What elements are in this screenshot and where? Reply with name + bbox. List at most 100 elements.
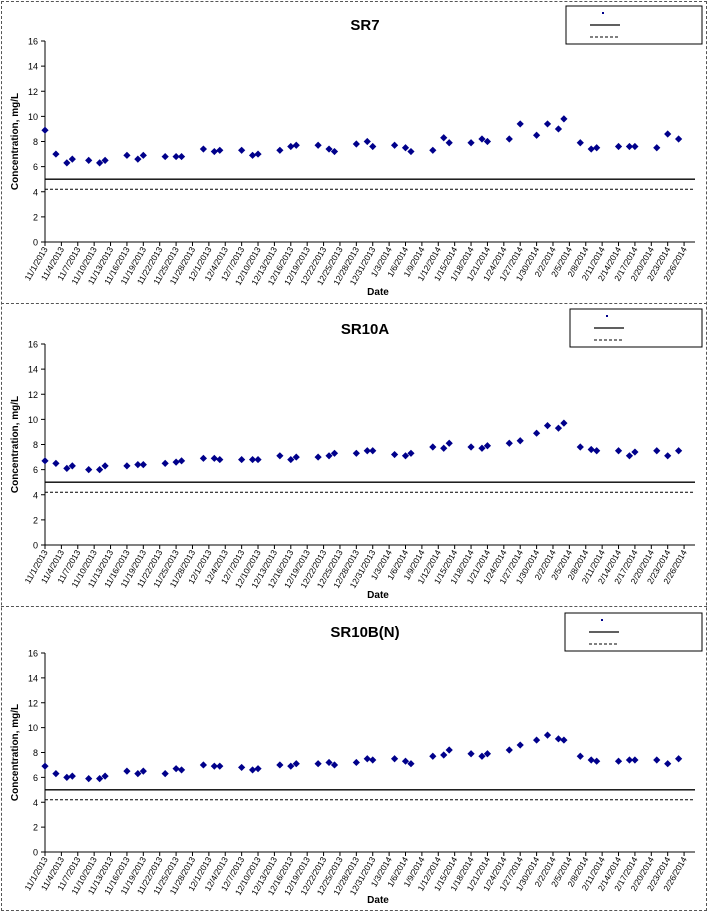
y-tick-label: 2 — [33, 823, 38, 833]
data-point — [330, 449, 339, 457]
data-point — [576, 443, 584, 451]
data-point — [134, 155, 142, 163]
y-tick-label: 0 — [33, 238, 38, 248]
data-point — [554, 424, 563, 432]
y-tick-label: 4 — [33, 187, 38, 197]
data-point — [68, 462, 76, 470]
data-point — [532, 131, 541, 139]
data-point — [429, 752, 437, 760]
data-point — [238, 455, 246, 464]
x-axis-label: Date — [367, 287, 389, 298]
data-point — [134, 770, 142, 778]
y-tick-label: 8 — [33, 137, 38, 147]
data-point — [216, 762, 224, 770]
data-point — [483, 442, 492, 450]
chart-title: SR7 — [350, 17, 379, 34]
data-point — [52, 459, 60, 467]
data-point — [429, 443, 437, 451]
data-point — [276, 761, 284, 769]
data-point — [543, 422, 552, 430]
data-point — [352, 758, 360, 767]
data-point — [467, 139, 475, 147]
data-point — [483, 750, 492, 758]
data-point — [390, 450, 399, 459]
data-point — [576, 139, 584, 147]
y-axis-label: Concentration, mg/L — [10, 396, 21, 493]
data-point — [614, 447, 623, 455]
data-point — [276, 452, 284, 460]
legend-marker — [606, 315, 608, 317]
data-point — [390, 755, 399, 763]
data-point — [254, 455, 262, 464]
data-point — [587, 445, 595, 454]
data-point — [216, 146, 224, 154]
data-point — [139, 461, 147, 469]
data-point — [445, 746, 453, 754]
data-point — [41, 762, 49, 770]
data-point — [248, 766, 257, 774]
data-point — [210, 454, 218, 462]
data-point — [445, 139, 453, 147]
data-point — [554, 735, 563, 743]
data-point — [675, 135, 683, 143]
data-point — [363, 447, 371, 455]
chart-title: SR10A — [341, 321, 390, 338]
chart-panel-sr10a: SR10A 0 2 4 6 8 10 12 14 16 Concentration, mg/L 11/… — [0, 304, 708, 607]
y-tick-label: 16 — [28, 37, 38, 47]
data-point — [664, 130, 672, 138]
data-point — [440, 134, 448, 142]
data-point — [238, 146, 246, 154]
data-point — [330, 761, 339, 769]
data-point — [653, 447, 661, 455]
chart-legend — [564, 612, 703, 652]
data-point — [161, 459, 169, 467]
data-point — [63, 159, 71, 167]
data-point — [653, 756, 661, 764]
data-point — [172, 765, 180, 773]
y-tick-label: 4 — [33, 490, 38, 500]
data-point — [314, 453, 322, 461]
data-point — [532, 736, 541, 744]
data-point — [369, 756, 377, 764]
data-point — [63, 773, 71, 781]
data-point — [85, 775, 93, 783]
chart-title: SR10B(N) — [330, 624, 399, 641]
x-axis-label: Date — [367, 895, 389, 906]
data-point — [369, 142, 377, 151]
data-point — [101, 462, 109, 470]
data-point — [254, 765, 262, 773]
y-axis-label: Concentration, mg/L — [10, 93, 21, 190]
data-point — [401, 144, 410, 152]
data-point — [664, 452, 672, 460]
data-point — [41, 126, 49, 134]
y-tick-label: 6 — [33, 773, 38, 783]
data-point — [505, 439, 513, 447]
x-axis-label: Date — [367, 590, 389, 601]
data-point — [85, 156, 93, 164]
y-tick-label: 6 — [33, 465, 38, 475]
data-point — [292, 453, 300, 461]
data-point — [429, 146, 437, 154]
data-point — [161, 152, 169, 161]
data-point — [614, 757, 623, 765]
data-point — [52, 150, 60, 158]
data-point — [478, 135, 486, 143]
y-tick-label: 12 — [28, 390, 38, 400]
data-point — [560, 419, 568, 427]
y-tick-label: 14 — [28, 62, 38, 72]
data-point — [445, 439, 453, 447]
data-point — [467, 750, 475, 758]
data-point — [576, 752, 584, 760]
data-point — [543, 120, 552, 128]
y-tick-label: 6 — [33, 162, 38, 172]
data-point — [631, 448, 639, 456]
data-point — [123, 767, 131, 775]
data-point — [254, 150, 262, 158]
data-point — [407, 147, 415, 156]
data-point — [587, 145, 595, 153]
y-tick-label: 8 — [33, 748, 38, 758]
data-point — [543, 731, 552, 739]
